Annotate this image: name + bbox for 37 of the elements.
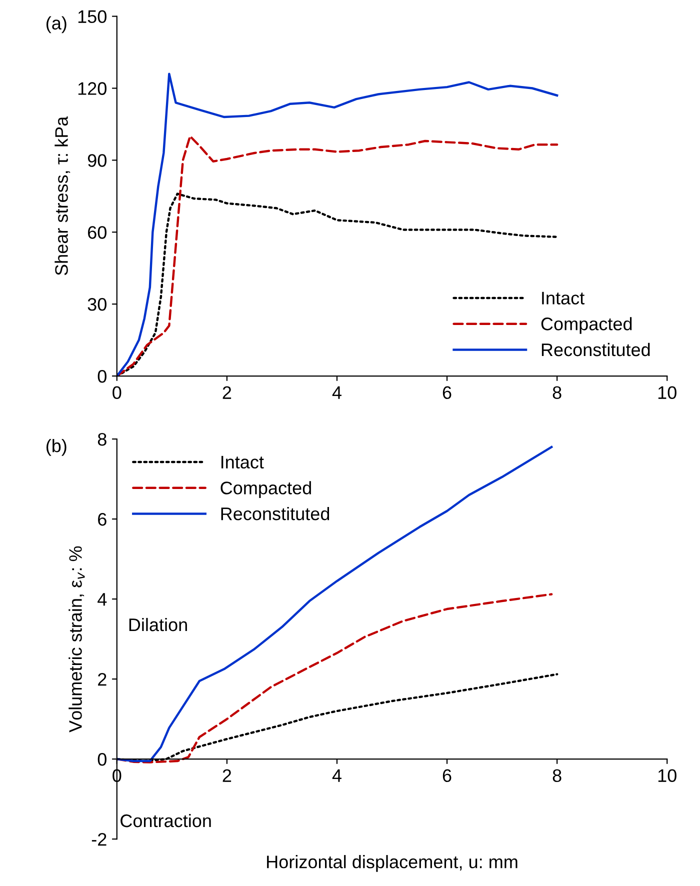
- y-tick-label: 0: [98, 370, 106, 383]
- legend-label: Reconstituted: [542, 342, 650, 356]
- x-tick-label: 2: [222, 769, 232, 782]
- x-tick-label: 4: [332, 386, 342, 399]
- legend-label: Compacted: [541, 317, 632, 334]
- x-axis-title: Horizontal displacement, u: mm: [267, 855, 518, 872]
- legend-label: Compacted: [220, 481, 311, 498]
- x-tick-label: 4: [332, 769, 342, 782]
- y-tick-label: 90: [88, 154, 106, 167]
- y-tick-label: 2: [98, 672, 106, 686]
- x-tick-label: 8: [552, 769, 562, 782]
- chart-title: (a): [46, 16, 66, 34]
- y-tick-label: 6: [98, 512, 106, 526]
- chart-title: (b): [46, 439, 66, 456]
- line-series: [116, 446, 553, 762]
- x-tick-label: 10: [658, 386, 676, 400]
- y-tick-label: 120: [78, 82, 106, 95]
- x-tick-label: 8: [552, 386, 562, 400]
- annotation: Contraction: [120, 814, 211, 828]
- y-tick-label: 4: [98, 593, 107, 606]
- y-tick-label: 0: [98, 752, 106, 766]
- y-tick-label: -2: [92, 832, 106, 846]
- x-tick-label: 6: [442, 386, 452, 400]
- x-tick-label: 0: [112, 386, 122, 400]
- x-tick-label: 6: [442, 769, 452, 782]
- y-tick-label: 150: [78, 10, 106, 24]
- y-tick-label: 60: [88, 226, 106, 239]
- annotation: Dilation: [129, 618, 187, 632]
- legend-label: Intact: [542, 292, 584, 304]
- y-axis-title: Shear stress, τ: kPa: [54, 116, 70, 276]
- y-tick-label: 8: [98, 432, 106, 446]
- x-tick-label: 2: [222, 386, 232, 399]
- legend-label: Reconstituted: [221, 506, 330, 520]
- y-tick-label: 30: [88, 298, 106, 311]
- x-tick-label: 10: [658, 769, 676, 782]
- legend-label: Intact: [221, 456, 264, 469]
- y-axis-title: Volumetric strain, ε$_{v}$: %: [68, 546, 85, 732]
